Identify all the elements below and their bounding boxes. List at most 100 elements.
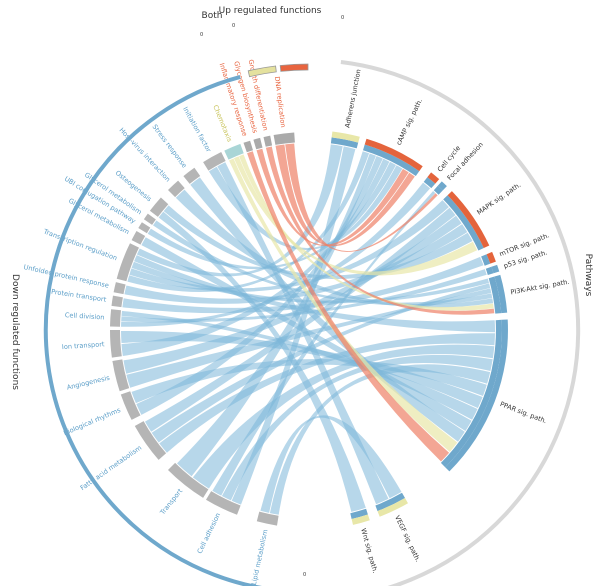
- zero-tick-down-start: 0: [303, 572, 306, 578]
- pathway-label-wnt-sig-path: Wnt sig. path.: [359, 527, 379, 574]
- ribbon-32: [190, 177, 465, 442]
- outer-group-arcs: Down regulated functions Both Up regulat…: [10, 6, 593, 586]
- pathway-inner-band-5: [481, 254, 491, 266]
- function-segment-0: [256, 511, 279, 526]
- function-segment-16: [183, 167, 201, 184]
- function-segment-2: [168, 462, 209, 498]
- function-label-cell-adhesion-1: Cell adhesion: [196, 512, 223, 555]
- pathway-outer-band-2: [427, 172, 440, 184]
- pathway-outer-band-0: [331, 131, 360, 143]
- function-segment-13: [143, 213, 156, 225]
- ribbon-20: [121, 330, 483, 409]
- pathways-label: Pathways: [583, 254, 593, 297]
- ribbon-1: [129, 200, 449, 292]
- pathway-outer-band-7: [494, 274, 508, 314]
- ribbon-25: [122, 256, 484, 314]
- ribbon-22: [121, 269, 487, 323]
- ribbon-24: [124, 224, 468, 304]
- pathways-arc: [340, 60, 581, 586]
- function-segment-17: [203, 152, 226, 171]
- function-label-dna-replication-22: DNA replication: [273, 76, 287, 128]
- pathway-outer-band-1: [364, 138, 423, 172]
- both-label: Both: [202, 11, 223, 21]
- pathway-outer-band-9: [377, 498, 408, 517]
- segments: [109, 131, 508, 526]
- pathway-inner-band-7: [488, 276, 502, 314]
- ribbon-34: [217, 162, 389, 505]
- pathway-inner-band-3: [433, 185, 443, 195]
- ribbon-7: [145, 207, 456, 432]
- function-segment-1: [206, 491, 241, 515]
- pathway-inner-band-6: [485, 266, 494, 275]
- function-segment-9: [113, 282, 126, 295]
- pathway-label-mapk-sig-path: MAPK sig. path.: [476, 181, 523, 217]
- function-segment-3: [134, 421, 167, 460]
- ribbon-9: [177, 153, 376, 477]
- function-segment-4: [120, 391, 141, 420]
- ribbon-8: [192, 344, 495, 489]
- pathway-inner-band-10: [350, 508, 368, 519]
- pathway-inner-band-2: [423, 177, 436, 189]
- function-label-lipid-metabolism-0: Lipid metabolism: [250, 529, 270, 586]
- pathway-label-vegf-sig-path: VEGF sig. path.: [393, 514, 422, 563]
- pathway-label-camp-sig-path: cAMP sig. path.: [395, 98, 424, 147]
- function-label-ion-transport-6: Ion transport: [62, 340, 106, 351]
- function-label-transcription-regulation-10: Transcription regulation: [42, 227, 119, 262]
- function-segment-20: [253, 137, 263, 150]
- function-segment-8: [111, 295, 123, 308]
- pathway-inner-band-9: [375, 492, 405, 512]
- down-regulated-label: Down regulated functions: [10, 274, 20, 390]
- pathway-outer-band-3: [437, 181, 447, 191]
- up-regulated-label: Up regulated functions: [219, 6, 322, 16]
- pathway-inner-band-8: [440, 319, 502, 468]
- pathway-outer-band-4: [447, 191, 490, 248]
- pathway-inner-band-0: [330, 137, 359, 149]
- pathway-label-adherens-junction: Adherens junction: [343, 69, 362, 129]
- function-label-cell-division-7: Cell division: [65, 311, 105, 321]
- function-segment-12: [138, 222, 151, 234]
- function-segment-5: [112, 359, 130, 392]
- pathway-label-ppar-sig-path: PPAR sig. path.: [499, 400, 548, 425]
- ribbon-17: [126, 288, 492, 388]
- pathway-inner-band-1: [363, 144, 420, 176]
- function-segment-11: [131, 231, 146, 245]
- function-segment-10: [116, 243, 139, 282]
- function-label-angiogenesis-5: Angiogenesis: [66, 374, 111, 392]
- ribbon-11: [221, 354, 493, 501]
- function-segment-21: [263, 135, 273, 147]
- pathway-outer-band-6: [491, 264, 500, 274]
- zero-tick-both: 0: [232, 23, 235, 29]
- ribbon-28: [153, 220, 493, 306]
- up-regulated-arc: [279, 63, 309, 72]
- ribbon-13: [269, 364, 491, 515]
- ribbon-3: [134, 255, 496, 333]
- zero-tick-pathways: 0: [341, 15, 344, 21]
- function-segment-19: [243, 140, 253, 153]
- function-label-unfolded-protein-response-9: Unfolded protein response: [23, 263, 110, 290]
- function-segment-14: [149, 197, 169, 217]
- ribbon-10: [231, 146, 356, 505]
- function-label-initiation-factor-17: Initiation factor: [181, 106, 213, 154]
- down-regulated-arc: [43, 74, 263, 586]
- pathway-label-pi3k-akt-sig-path: PI3K-Akt sig. path.: [510, 278, 570, 297]
- both-arc: [247, 65, 277, 78]
- function-label-transport-2: Transport: [158, 487, 184, 517]
- function-label-fatty-acid-metabolism-3: Fatty acid metabolism: [79, 444, 143, 492]
- function-segment-22: [273, 132, 295, 145]
- pathway-inner-band-4: [443, 195, 484, 251]
- pathway-outer-band-5: [486, 251, 496, 264]
- ribbon-12: [212, 191, 436, 496]
- function-segment-7: [110, 309, 121, 327]
- pathway-outer-band-10: [351, 514, 370, 525]
- ribbon-18: [123, 215, 462, 374]
- pathway-outer-band-8: [445, 319, 508, 472]
- function-label-biological-rhythms-4: Biological rhythms: [62, 406, 122, 437]
- ribbon-14: [260, 415, 402, 513]
- ribbon-29: [158, 211, 366, 512]
- function-segment-18: [224, 143, 244, 160]
- function-label-protein-transport-8: Protein transport: [51, 288, 108, 304]
- ribbon-31: [175, 189, 494, 308]
- function-label-chemotaxis-18: Chemotaxis: [211, 104, 234, 144]
- ribbons: [121, 143, 496, 515]
